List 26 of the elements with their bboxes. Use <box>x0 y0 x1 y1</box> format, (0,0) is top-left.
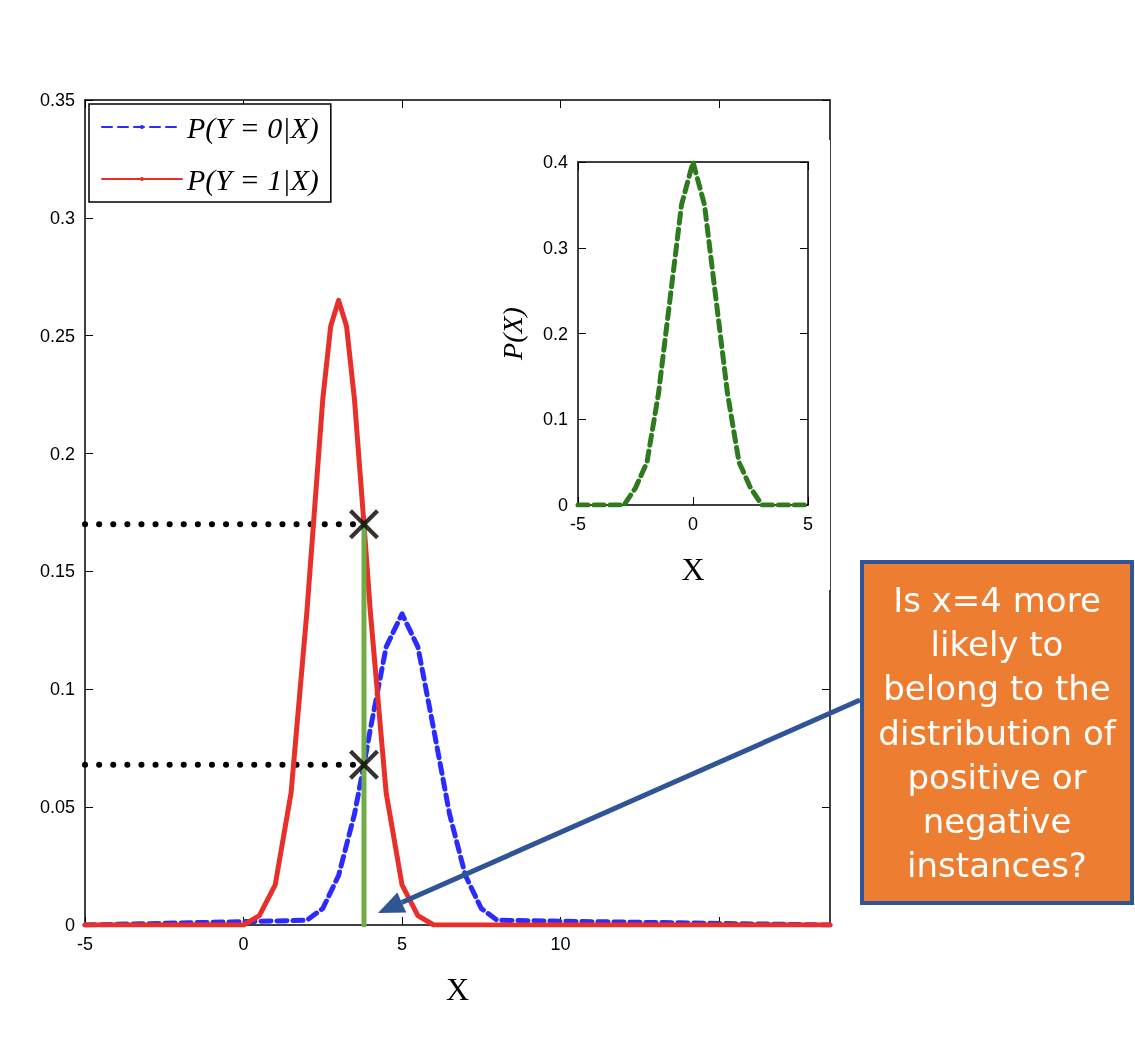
x-tick-label: 5 <box>397 934 408 954</box>
x-tick-label: -5 <box>569 514 587 534</box>
y-tick-label: 0.1 <box>49 679 75 700</box>
legend-label: P(Y = 0|X) <box>186 110 319 145</box>
y-tick-label: 0.35 <box>39 90 75 110</box>
y-tick-label: 0.25 <box>39 325 75 346</box>
x-axis-title: X <box>445 971 470 1007</box>
y-tick-label: 0.2 <box>49 443 75 464</box>
x-tick-label: 5 <box>802 514 814 534</box>
x-tick-label: 0 <box>687 514 699 534</box>
y-tick-label: 0.3 <box>542 237 568 258</box>
y-tick-label: 0.4 <box>542 152 568 172</box>
x-axis-title: X <box>681 551 705 587</box>
y-axis-title: P(X) <box>496 307 528 361</box>
y-tick-label: 0 <box>557 495 568 515</box>
x-tick-label: -5 <box>76 934 94 954</box>
y-tick-label: 0 <box>64 915 75 935</box>
y-tick-label: 0.1 <box>542 409 568 430</box>
legend-label: P(Y = 1|X) <box>186 162 319 197</box>
x-tick-label: 0 <box>238 934 249 954</box>
x-tick-label: 10 <box>550 934 571 954</box>
text: Is x=4 more likely to belong to the distribution of positive or negative instances? <box>860 560 1134 906</box>
y-tick-label: 0.2 <box>542 323 568 344</box>
y-tick-label: 0.3 <box>49 207 75 228</box>
y-tick-label: 0.05 <box>39 797 75 818</box>
y-tick-label: 0.15 <box>39 561 75 582</box>
